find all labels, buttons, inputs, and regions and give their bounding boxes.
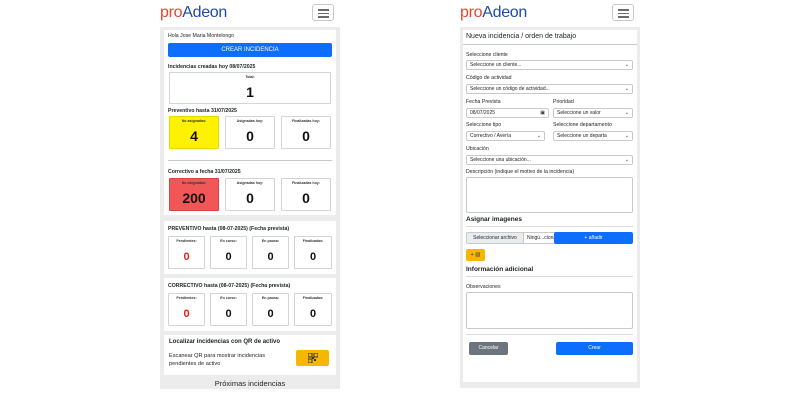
chevron-down-icon: ⌄ — [624, 86, 629, 92]
corrective-status-card: CORRECTIVO hasta (08-07-2025) (Fecha pre… — [164, 278, 336, 331]
greeting-text: Hola Jose Maria Montelongo — [168, 33, 235, 39]
qr-title: Localizar incidencias con QR de activo — [169, 339, 281, 345]
add-image-button[interactable]: + añadir — [554, 232, 633, 244]
chevron-down-icon: ⌄ — [624, 157, 629, 163]
top-navbar: proAdeon — [460, 0, 640, 27]
create-button[interactable]: Crear — [556, 342, 633, 355]
chevron-down-icon: ⌄ — [624, 110, 629, 116]
file-input[interactable]: Seleccionar archivo Ningú...cionado — [466, 232, 572, 244]
prev-finished-box[interactable]: Finalizadas hoy: 0 — [281, 116, 331, 149]
prev-assigned-box[interactable]: Asignadas hoy: 0 — [225, 116, 275, 149]
qr-icon — [307, 353, 318, 363]
corr-inprogress-box[interactable]: En curso: 0 — [210, 293, 247, 326]
total-value: 1 — [246, 84, 254, 100]
divider — [168, 160, 332, 161]
form-title: Nueva incidencia / orden de trabajo — [466, 33, 577, 40]
top-navbar: proAdeon — [160, 0, 340, 27]
new-incident-screen: proAdeon Nueva incidencia / orden de tra… — [460, 0, 640, 417]
priority-select[interactable]: Seleccione un valor ⌄ — [553, 108, 633, 118]
preventive-title: Preventivo hasta 31/07/2025 — [168, 108, 237, 114]
extra-info-title: Información adicional — [466, 266, 534, 273]
prev-inprogress-box[interactable]: En curso: 0 — [210, 236, 247, 269]
today-title: Incidencias creadas hoy 08/07/2025 — [168, 64, 256, 70]
type-select[interactable]: Correctivo / Avería ⌄ — [466, 131, 545, 141]
brand-logo[interactable]: proAdeon — [460, 4, 528, 21]
menu-toggle-button[interactable] — [612, 4, 634, 21]
add-image-icon: + ▨ — [470, 252, 481, 258]
client-select[interactable]: Seleccione un cliente... ⌄ — [466, 60, 633, 70]
scan-qr-button[interactable] — [296, 350, 329, 366]
activity-select[interactable]: Seleccione un código de actividad... ⌄ — [466, 84, 633, 94]
prev-pending-box[interactable]: Pendientes: 0 — [168, 236, 205, 269]
upcoming-title: Próximas incidencias — [214, 379, 286, 388]
department-select[interactable]: Seleccione un departa ⌄ — [553, 131, 633, 141]
chevron-down-icon: ⌄ — [624, 133, 629, 139]
corr-paused-box[interactable]: En pausa: 0 — [252, 293, 289, 326]
prev-finished-count-box[interactable]: Finalizadas: 0 — [294, 236, 332, 269]
brand-logo[interactable]: proAdeon — [160, 4, 228, 21]
preventive-status-card: PREVENTIVO hasta (08-07-2025) (Fecha pre… — [164, 221, 336, 274]
hamburger-icon — [618, 9, 629, 11]
menu-toggle-button[interactable] — [312, 4, 334, 21]
corrective-title: Correctivo a fecha 31/07/2025 — [168, 169, 241, 175]
corr-finished-count-box[interactable]: Finalizadas: 0 — [294, 293, 332, 326]
qr-card: Localizar incidencias con QR de activo E… — [164, 335, 336, 375]
corr-assigned-box[interactable]: Asignadas hoy: 0 — [225, 178, 275, 211]
corr-unassigned-box[interactable]: No asignadas: 200 — [169, 178, 219, 211]
chevron-down-icon: ⌄ — [536, 133, 541, 139]
observations-textarea[interactable] — [466, 292, 633, 329]
add-photo-button[interactable]: + ▨ — [466, 249, 485, 261]
corr-finished-box[interactable]: Finalizadas hoy: 0 — [281, 178, 331, 211]
incident-form: Nueva incidencia / orden de trabajo Sele… — [463, 30, 637, 382]
choose-file-button[interactable]: Seleccionar archivo — [467, 233, 524, 243]
hamburger-icon — [318, 9, 329, 11]
location-select[interactable]: Seleccione una ubicación... ⌄ — [466, 155, 633, 165]
date-input[interactable]: 08/07/2025 ▣ — [466, 108, 549, 118]
images-title: Asignar imagenes — [466, 216, 522, 223]
prev-paused-box[interactable]: En pausa: 0 — [252, 236, 289, 269]
summary-card: Hola Jose Maria Montelongo CREAR INCIDEN… — [164, 30, 336, 215]
description-textarea[interactable] — [466, 177, 633, 213]
dashboard-screen: proAdeon Hola Jose Maria Montelongo CREA… — [160, 0, 340, 417]
chevron-down-icon: ⌄ — [624, 62, 629, 68]
corr-pending-box[interactable]: Pendientes: 0 — [168, 293, 205, 326]
total-box: Total: 1 — [169, 72, 331, 104]
form-body: Nueva incidencia / orden de trabajo Sele… — [460, 27, 640, 388]
calendar-icon: ▣ — [540, 110, 545, 116]
cancel-button[interactable]: Cancelar — [469, 342, 508, 355]
create-incident-button[interactable]: CREAR INCIDENCIA — [168, 43, 332, 57]
dashboard-body: Hola Jose Maria Montelongo CREAR INCIDEN… — [160, 27, 340, 389]
prev-unassigned-box[interactable]: No asignadas: 4 — [169, 116, 219, 149]
